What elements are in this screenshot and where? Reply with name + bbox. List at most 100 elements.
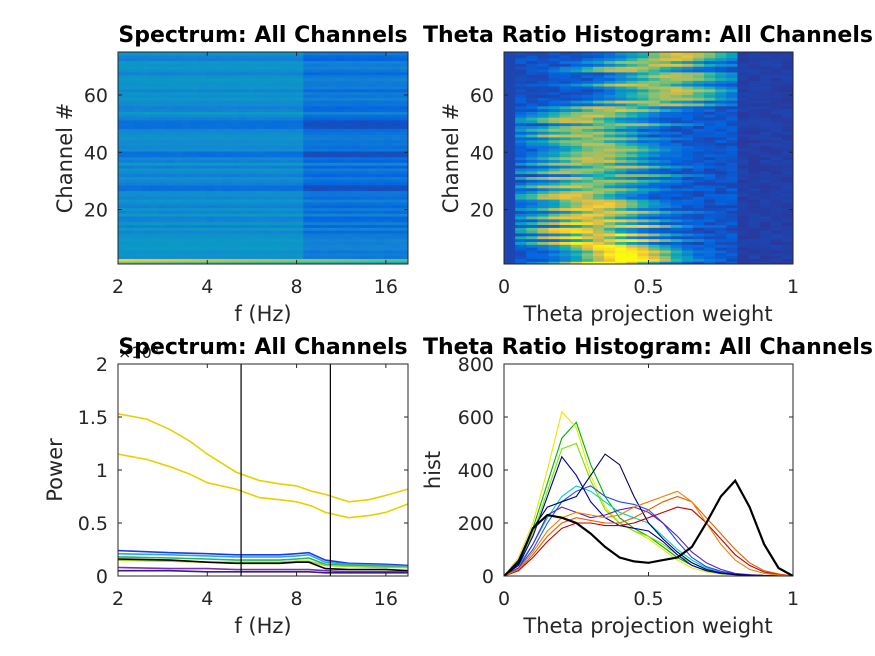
theta-heatmap-cell <box>515 52 527 56</box>
theta-heatmap-cell <box>681 238 694 242</box>
theta-heatmap-cell <box>770 97 783 101</box>
spectrum-heatmap-cell <box>367 54 377 59</box>
spectrum-heatmap-cell <box>335 74 345 79</box>
spectrum-heatmap-cell <box>335 145 345 149</box>
spectrum-heatmap-cell <box>214 139 224 144</box>
theta-heatmap-cell <box>592 57 605 62</box>
spectrum-heatmap-cell <box>335 210 345 214</box>
x-tick-label: 0 <box>498 276 510 298</box>
spectrum-heatmap-cell <box>118 57 127 62</box>
spectrum-heatmap-cell <box>150 230 159 234</box>
spectrum-heatmap-cell <box>287 165 296 169</box>
theta-heatmap-cell <box>592 207 605 211</box>
spectrum-heatmap-cell <box>335 119 345 124</box>
spectrum-heatmap-cell <box>319 235 329 240</box>
theta-heatmap-cell <box>515 255 527 259</box>
theta-heatmap-cell <box>526 83 538 87</box>
spectrum-heatmap-cell <box>327 173 337 177</box>
theta-heatmap-cell <box>559 215 572 220</box>
theta-heatmap-cell <box>570 153 583 158</box>
spectrum-heatmap-cell <box>158 63 167 67</box>
spectrum-heatmap-cell <box>230 215 240 220</box>
theta-heatmap-cell <box>759 63 772 67</box>
theta-heatmap-cell <box>726 145 739 149</box>
theta-heatmap-cell <box>559 227 572 231</box>
spectrum-heatmap-cell <box>287 201 296 206</box>
spectrum-heatmap-cell <box>367 159 377 163</box>
spectrum-heatmap-cell <box>126 179 135 183</box>
spectrum-heatmap-cell <box>150 249 159 254</box>
theta-heatmap-cell <box>548 156 561 161</box>
theta-heatmap-cell <box>692 176 705 180</box>
spectrum-heatmap-cell <box>263 167 272 172</box>
spectrum-heatmap-cell <box>214 119 224 124</box>
spectrum-heatmap-cell <box>150 176 159 180</box>
spectrum-heatmap-cell <box>174 215 184 220</box>
spectrum-heatmap-cell <box>383 133 393 138</box>
theta-heatmap-cell <box>770 190 783 194</box>
spectrum-heatmap-cell <box>343 176 353 180</box>
spectrum-heatmap-cell <box>367 182 377 186</box>
theta-heatmap-cell <box>592 80 605 84</box>
spectrum-heatmap-cell <box>142 114 151 118</box>
theta-heatmap-cell <box>759 184 772 189</box>
spectrum-heatmap-cell <box>238 221 248 226</box>
spectrum-heatmap-cell <box>190 238 200 242</box>
theta-heatmap-cell <box>526 196 538 200</box>
theta-heatmap-cell <box>748 105 761 110</box>
spectrum-heatmap-cell <box>287 184 296 189</box>
spectrum-heatmap-cell <box>142 187 151 192</box>
spectrum-heatmap-cell <box>399 88 408 93</box>
spectrum-heatmap-cell <box>359 119 369 124</box>
theta-heatmap-cell <box>759 235 772 240</box>
spectrum-heatmap-cell <box>230 97 240 101</box>
theta-heatmap-cell <box>737 142 750 146</box>
theta-heatmap-cell <box>726 198 739 203</box>
spectrum-heatmap-cell <box>118 221 127 226</box>
theta-heatmap-cell <box>548 184 561 189</box>
theta-heatmap-cell <box>737 128 750 132</box>
spectrum-heatmap-cell <box>271 201 280 206</box>
theta-heatmap-cell <box>715 52 727 56</box>
power-spectrum-background <box>118 364 408 576</box>
spectrum-heatmap-cell <box>126 187 135 192</box>
theta-heatmap-cell <box>615 111 627 115</box>
spectrum-heatmap-cell <box>238 108 248 112</box>
spectrum-heatmap-cell <box>230 224 240 228</box>
spectrum-heatmap-cell <box>295 97 304 101</box>
spectrum-heatmap-cell <box>287 179 296 183</box>
theta-heatmap-cell <box>759 207 772 211</box>
spectrum-heatmap-cell <box>254 54 264 59</box>
theta-heatmap-cell <box>504 57 516 62</box>
spectrum-heatmap-cell <box>399 255 408 259</box>
spectrum-heatmap-cell <box>230 148 240 152</box>
theta-heatmap-cell <box>737 196 750 200</box>
spectrum-heatmap-cell <box>222 204 232 209</box>
theta-heatmap-cell <box>748 201 761 206</box>
theta-heatmap-cell <box>559 142 572 146</box>
spectrum-heatmap-cell <box>367 258 377 262</box>
spectrum-heatmap-cell <box>182 165 192 169</box>
spectrum-heatmap-cell <box>359 128 369 132</box>
spectrum-heatmap-cell <box>158 60 167 64</box>
spectrum-heatmap-cell <box>238 66 248 70</box>
theta-heatmap-cell <box>781 94 793 98</box>
spectrum-heatmap-cell <box>246 108 256 112</box>
spectrum-heatmap-cell <box>126 201 135 206</box>
spectrum-heatmap-cell <box>263 142 272 146</box>
spectrum-heatmap-cell <box>230 128 240 132</box>
theta-heatmap-cell <box>548 80 561 84</box>
theta-heatmap-cell <box>715 142 727 146</box>
spectrum-heatmap-cell <box>198 117 208 121</box>
theta-heatmap-cell <box>748 142 761 146</box>
spectrum-heatmap-cell <box>182 238 192 242</box>
spectrum-heatmap-cell <box>271 52 280 56</box>
theta-heatmap-cell <box>615 162 627 166</box>
spectrum-heatmap-cell <box>198 179 208 183</box>
spectrum-heatmap-cell <box>238 210 248 214</box>
theta-heatmap-cell <box>637 145 650 149</box>
spectrum-heatmap-cell <box>142 258 151 262</box>
spectrum-heatmap-cell <box>150 167 159 172</box>
spectrum-heatmap-cell <box>238 235 248 240</box>
spectrum-heatmap-cell <box>134 142 143 146</box>
